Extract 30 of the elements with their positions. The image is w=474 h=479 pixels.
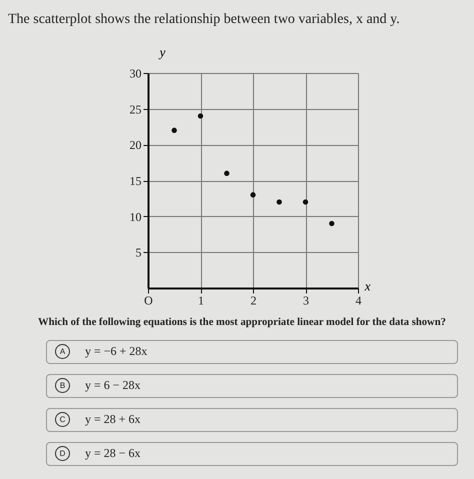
- text: y = 28 − 6x: [85, 446, 141, 461]
- y-tick-label: 30: [130, 66, 142, 80]
- y-tick-label: 25: [130, 102, 142, 116]
- x-tick-label: 4: [356, 294, 362, 308]
- x-tick-label: O: [144, 294, 154, 308]
- text: y = −6 + 28x: [85, 344, 148, 359]
- y-tick-label: 20: [130, 138, 142, 152]
- circle-icon: B: [55, 378, 70, 393]
- circle-icon: A: [55, 344, 70, 359]
- point: [172, 128, 177, 133]
- y-axis-title: y: [158, 44, 166, 60]
- point: [329, 220, 334, 226]
- y-tick-label: 10: [130, 210, 142, 224]
- x-tick-label: 2: [250, 294, 256, 308]
- x-tick-label: 3: [303, 294, 309, 308]
- x-tick-label: 1: [198, 294, 204, 308]
- point: [224, 170, 230, 176]
- text: y = 6 − 28x: [85, 378, 141, 393]
- point: [302, 199, 308, 205]
- x-axis-title: x: [364, 278, 371, 294]
- point: [198, 113, 204, 119]
- text: Which of the following equations is the most appropriate linear model for the data shown?: [38, 317, 446, 328]
- text: y = 28 + 6x: [85, 412, 141, 427]
- circle-icon: D: [55, 446, 70, 461]
- circle-icon: C: [55, 412, 70, 427]
- y-tick-label: 5: [136, 246, 142, 260]
- point: [250, 192, 256, 198]
- point: [276, 199, 282, 205]
- chart-title: The scatterplot shows the relationship between two variables, x and y.: [8, 12, 400, 28]
- y-tick-label: 15: [130, 174, 142, 188]
